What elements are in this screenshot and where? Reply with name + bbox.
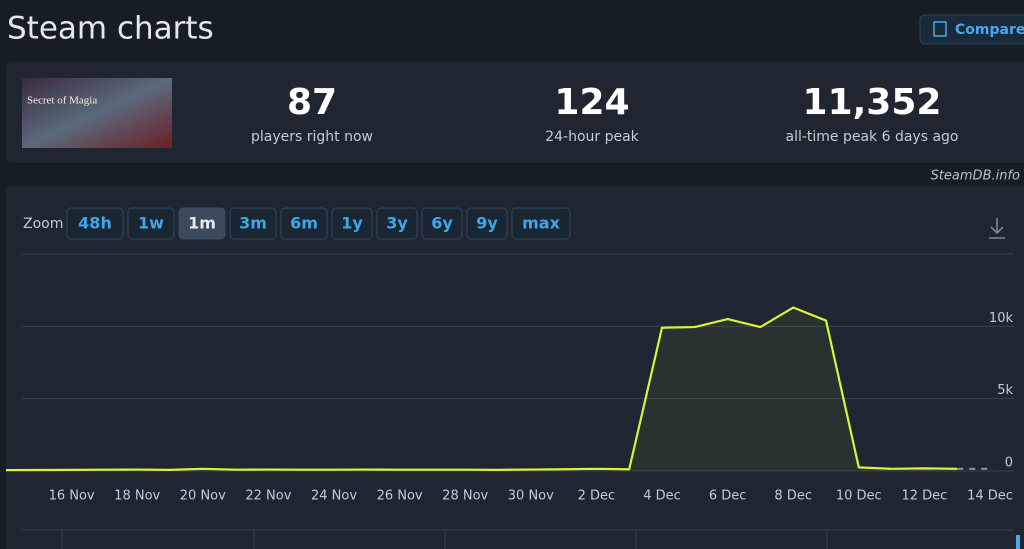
zoom-button[interactable]: 3y: [376, 207, 418, 240]
stat-value: 11,352: [803, 82, 942, 123]
x-tick-label: 20 Nov: [180, 489, 226, 504]
x-tick-label: 16 Nov: [49, 489, 95, 504]
zoom-button-label: 48h: [78, 214, 112, 233]
compare-icon: [933, 21, 947, 37]
x-tick-label: 18 Nov: [114, 489, 160, 504]
x-tick-label: 10 Dec: [836, 489, 882, 504]
stat-value: 124: [554, 82, 629, 123]
y-tick-label: 10k: [989, 311, 1014, 326]
compare-button[interactable]: Compare: [919, 14, 1024, 45]
zoom-button-label: 3m: [239, 214, 267, 233]
x-tick-label: 26 Nov: [377, 489, 423, 504]
y-tick-label: 5k: [997, 383, 1013, 398]
zoom-button-box: [229, 207, 277, 240]
zoom-button[interactable]: 9y: [466, 207, 508, 240]
x-tick-label: 28 Nov: [442, 489, 488, 504]
zoom-button-label: max: [522, 214, 560, 233]
series-area: [6, 307, 958, 471]
zoom-button[interactable]: max: [511, 207, 571, 240]
zoom-button[interactable]: 6y: [421, 207, 463, 240]
x-tick-label: 30 Nov: [508, 489, 554, 504]
stat-label: players right now: [251, 129, 373, 145]
x-tick-label: 22 Nov: [245, 489, 291, 504]
zoom-label: Zoom: [23, 216, 63, 232]
zoom-button-box: [331, 207, 373, 240]
x-tick-label: 4 Dec: [643, 489, 681, 504]
zoom-button[interactable]: 6m: [280, 207, 328, 240]
zoom-button-box: [127, 207, 175, 240]
x-tick-label: 24 Nov: [311, 489, 357, 504]
zoom-button[interactable]: 1m: [178, 207, 226, 240]
page-title: Steam charts: [7, 11, 214, 47]
download-button[interactable]: [989, 218, 1005, 239]
zoom-button-box: [376, 207, 418, 240]
game-image-caption: Secret of Magia: [27, 95, 97, 107]
series-line: [5, 306, 958, 472]
game-image: Secret of Magia: [22, 78, 172, 148]
x-tick-label: 8 Dec: [774, 489, 812, 504]
zoom-button[interactable]: 1w: [127, 207, 175, 240]
y-tick-label: 0: [1005, 456, 1013, 471]
stat-label: all-time peak 6 days ago: [785, 129, 958, 145]
zoom-button-label: 1y: [341, 214, 363, 233]
game-image-bg: [22, 78, 172, 148]
zoom-button[interactable]: 48h: [66, 207, 124, 240]
zoom-button-box: [511, 207, 571, 240]
zoom-button-label: 6m: [290, 214, 318, 233]
zoom-button-label: 1m: [188, 214, 216, 233]
zoom-button-box: [178, 207, 226, 240]
zoom-button[interactable]: 1y: [331, 207, 373, 240]
zoom-button-label: 1w: [138, 214, 164, 233]
zoom-button-box: [66, 207, 124, 240]
zoom-button[interactable]: 3m: [229, 207, 277, 240]
stat-value: 87: [287, 82, 337, 123]
zoom-button-label: 9y: [476, 214, 498, 233]
zoom-button-box: [421, 207, 463, 240]
zoom-button-label: 6y: [431, 214, 453, 233]
navigator-handle: [1016, 535, 1020, 549]
x-tick-label: 6 Dec: [709, 489, 747, 504]
zoom-button-box: [280, 207, 328, 240]
credit: SteamDB.info: [931, 169, 1020, 184]
x-tick-label: 12 Dec: [901, 489, 947, 504]
compare-label: Compare: [955, 22, 1024, 38]
stat-label: 24-hour peak: [545, 129, 639, 145]
stats-panel: [6, 62, 1024, 163]
x-tick-label: 14 Dec: [967, 489, 1013, 504]
navigator: [61, 530, 1020, 549]
zoom-button-label: 3y: [386, 214, 408, 233]
x-tick-label: 2 Dec: [578, 489, 616, 504]
chart-panel: [6, 186, 1024, 549]
download-icon: [989, 218, 1005, 239]
zoom-button-box: [466, 207, 508, 240]
